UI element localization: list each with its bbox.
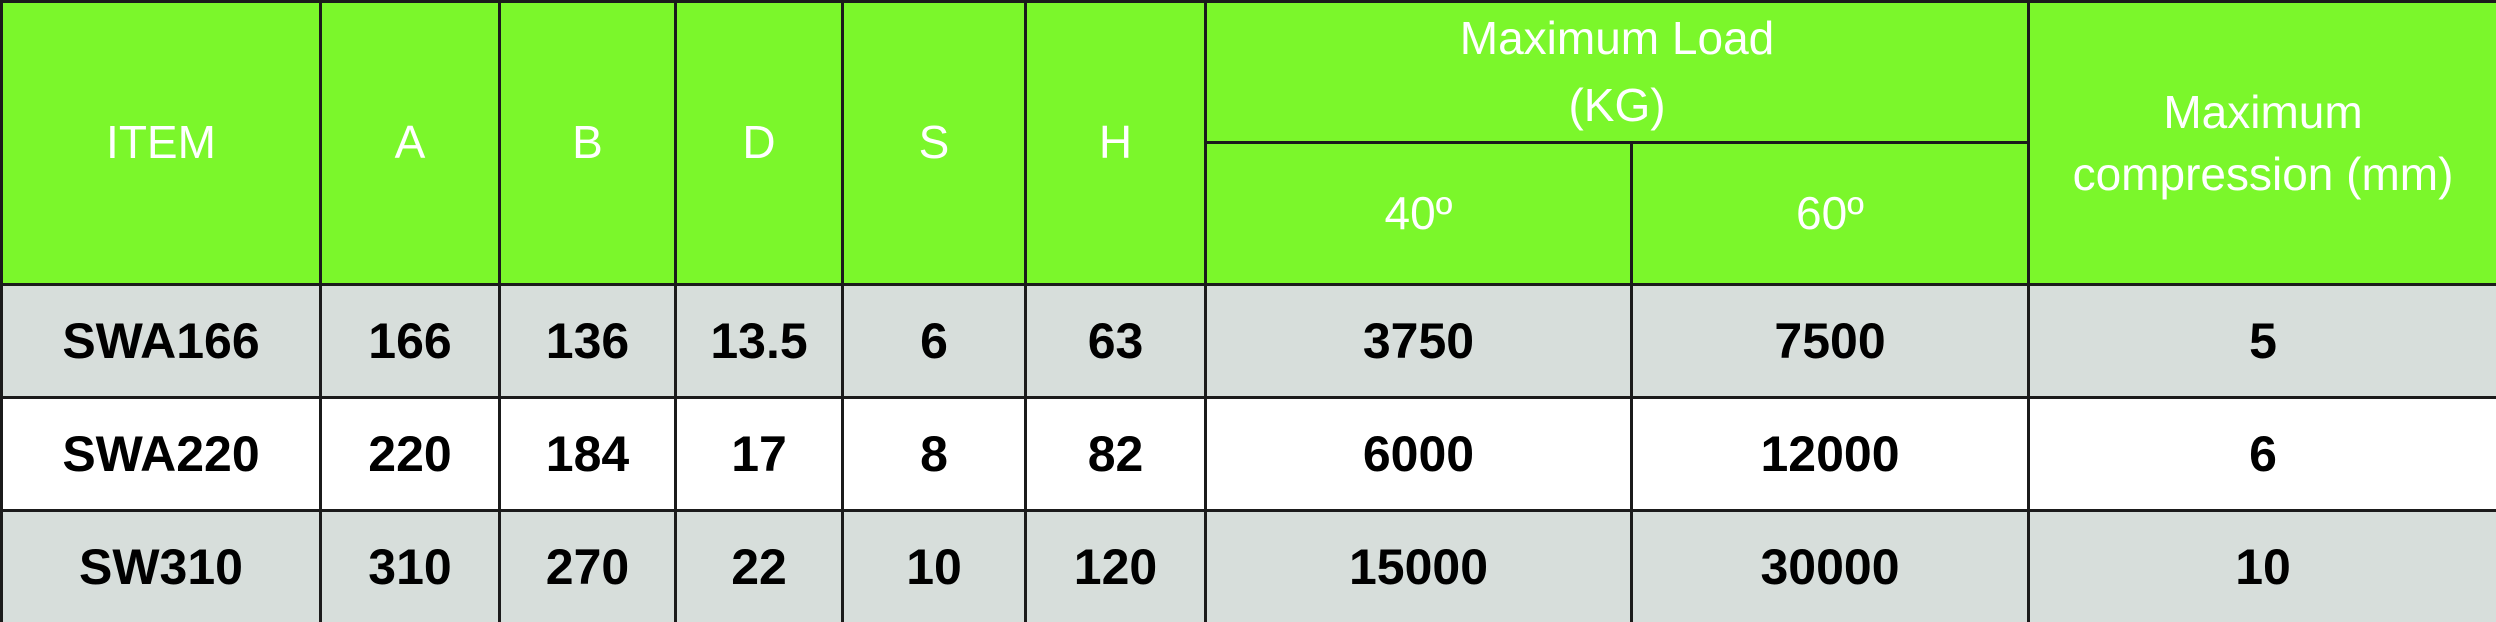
table-row-sw310: SW310 310 270 22 10 120 15000 30000 10 xyxy=(0,509,2496,622)
cell-d: 13.5 xyxy=(674,283,844,399)
header-row-angles: 40º 60º xyxy=(2,141,2496,286)
cell-load-40: 6000 xyxy=(1204,396,1633,512)
cell-a: 310 xyxy=(319,509,501,622)
cell-s: 6 xyxy=(841,283,1027,399)
cell-s: 10 xyxy=(841,509,1027,622)
cell-item: SW310 xyxy=(0,509,322,622)
col-header-max-compression: Maximum compression (mm) xyxy=(2027,0,2496,286)
max-load-label: Maximum Load (KG) xyxy=(1209,5,2026,138)
cell-h: 82 xyxy=(1024,396,1207,512)
cell-item: SWA220 xyxy=(0,396,322,512)
cell-item: SWA166 xyxy=(0,283,322,399)
col-header-40deg: 40º xyxy=(1204,141,1633,286)
table-row-swa220: SWA220 220 184 17 8 82 6000 12000 6 xyxy=(0,396,2496,512)
cell-max-compression: 6 xyxy=(2027,396,2496,512)
cell-load-40: 3750 xyxy=(1204,283,1633,399)
cell-load-60: 12000 xyxy=(1629,396,2031,512)
cell-a: 166 xyxy=(319,283,501,399)
cell-d: 17 xyxy=(674,396,844,512)
col-header-60deg: 60º xyxy=(1629,141,2031,286)
max-load-title: Maximum Load xyxy=(1459,12,1775,65)
cell-max-compression: 10 xyxy=(2027,509,2496,622)
col-header-s: S xyxy=(841,0,1027,286)
cell-h: 120 xyxy=(1024,509,1207,622)
cell-d: 22 xyxy=(674,509,844,622)
col-header-a: A xyxy=(319,0,501,286)
cell-load-60: 7500 xyxy=(1629,283,2031,399)
cell-b: 136 xyxy=(498,283,677,399)
col-header-max-load: Maximum Load (KG) xyxy=(1203,0,2031,144)
cell-load-60: 30000 xyxy=(1629,509,2031,622)
cell-b: 184 xyxy=(498,396,677,512)
cell-h: 63 xyxy=(1024,283,1207,399)
col-header-h: H xyxy=(1024,0,1207,286)
max-compression-label: Maximum compression (mm) xyxy=(2072,85,2454,200)
max-load-unit: (KG) xyxy=(1568,79,1666,131)
cell-s: 8 xyxy=(841,396,1027,512)
cell-b: 270 xyxy=(498,509,677,622)
table-row-swa166: SWA166 166 136 13.5 6 63 3750 7500 5 xyxy=(0,283,2496,399)
cell-a: 220 xyxy=(319,396,501,512)
cell-load-40: 15000 xyxy=(1204,509,1633,622)
col-header-item: ITEM xyxy=(0,0,322,286)
col-header-b: B xyxy=(498,0,677,286)
cell-max-compression: 5 xyxy=(2027,283,2496,399)
header-row-top: ITEM A B D S H Maximum Load (KG) Maximum… xyxy=(0,0,2496,286)
col-header-d: D xyxy=(674,0,844,286)
